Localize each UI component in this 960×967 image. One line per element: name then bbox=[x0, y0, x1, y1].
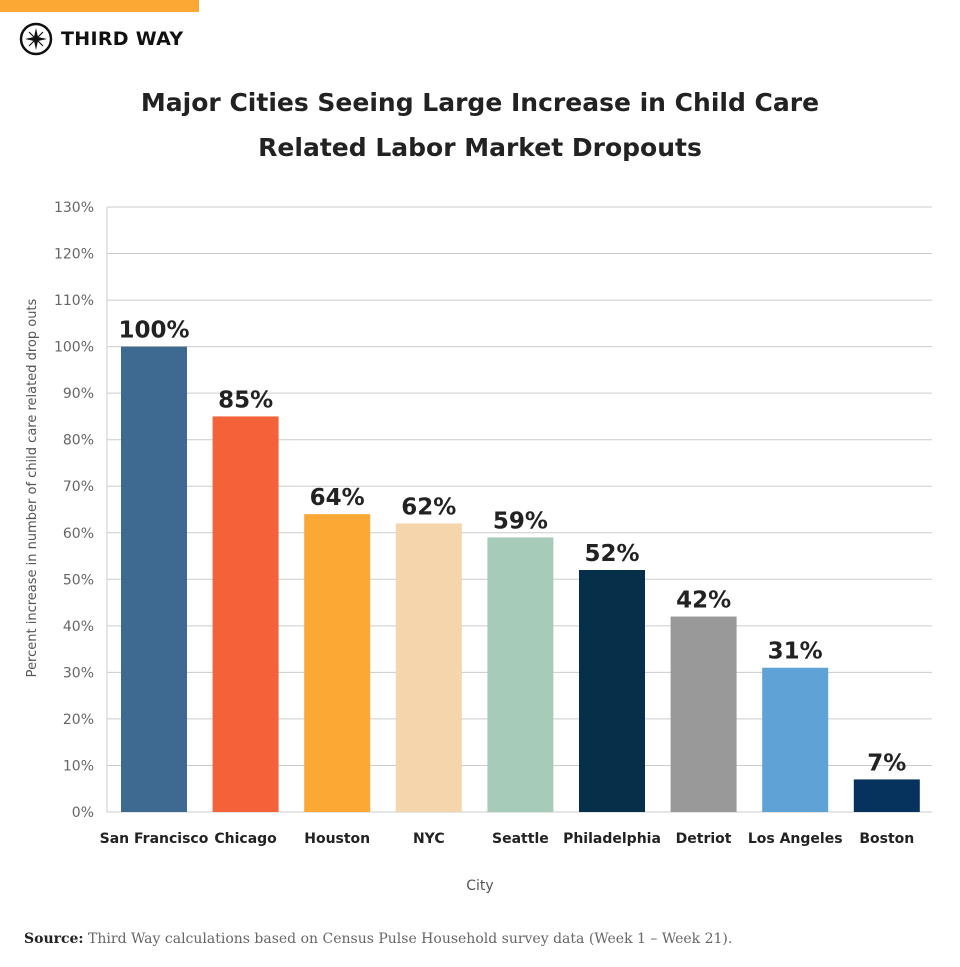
y-axis-label: Percent increase in number of child care… bbox=[25, 298, 40, 677]
y-tick-label: 70% bbox=[63, 479, 94, 495]
data-label: 52% bbox=[584, 541, 639, 567]
y-tick-label: 120% bbox=[54, 247, 94, 263]
y-tick-label: 110% bbox=[54, 293, 94, 309]
x-tick-label: Seattle bbox=[492, 831, 549, 847]
brand-name: THIRD WAY bbox=[61, 28, 184, 50]
compass-icon bbox=[19, 22, 53, 56]
third-way-logo: THIRD WAY bbox=[19, 22, 183, 56]
data-label: 31% bbox=[768, 639, 823, 665]
y-tick-label: 80% bbox=[63, 433, 94, 449]
title-line-2: Related Labor Market Dropouts bbox=[258, 133, 702, 162]
y-tick-label: 90% bbox=[63, 386, 94, 402]
source-note: Source: Third Way calculations based on … bbox=[24, 931, 732, 947]
data-label: 62% bbox=[401, 494, 456, 520]
x-tick-label: Houston bbox=[304, 831, 370, 847]
data-label: 42% bbox=[676, 588, 731, 614]
y-tick-label: 20% bbox=[63, 712, 94, 728]
x-tick-label: Detriot bbox=[676, 831, 732, 847]
bar-seattle bbox=[487, 537, 554, 812]
source-label: Source: bbox=[24, 931, 84, 947]
data-label: 100% bbox=[118, 318, 189, 344]
data-label: 85% bbox=[218, 387, 273, 413]
chart-title: Major Cities Seeing Large Increase in Ch… bbox=[0, 80, 960, 170]
x-axis-label: City bbox=[466, 878, 493, 894]
data-label: 7% bbox=[867, 750, 906, 776]
x-tick-label: NYC bbox=[413, 831, 445, 847]
y-tick-label: 50% bbox=[63, 572, 94, 588]
data-label: 64% bbox=[310, 485, 365, 511]
x-tick-label: Boston bbox=[859, 831, 914, 847]
source-text: Third Way calculations based on Census P… bbox=[83, 931, 733, 947]
x-tick-label: Chicago bbox=[214, 831, 277, 847]
bar-nyc bbox=[395, 523, 462, 812]
bar-san-francisco bbox=[121, 346, 187, 812]
x-tick-label: San Francisco bbox=[100, 831, 209, 847]
bar-chicago bbox=[212, 416, 279, 812]
y-tick-label: 130% bbox=[54, 200, 94, 216]
x-tick-label: Los Angeles bbox=[748, 831, 843, 847]
bar-detriot bbox=[670, 616, 737, 812]
y-tick-label: 0% bbox=[72, 805, 94, 821]
y-tick-label: 60% bbox=[63, 526, 94, 542]
bar-philadelphia bbox=[579, 570, 645, 812]
accent-bar bbox=[0, 0, 199, 12]
bar-boston bbox=[853, 779, 920, 812]
bar-los-angeles bbox=[762, 667, 829, 812]
x-tick-label: Philadelphia bbox=[563, 831, 661, 847]
y-tick-label: 30% bbox=[63, 665, 94, 681]
data-label: 59% bbox=[493, 508, 548, 534]
y-tick-label: 40% bbox=[63, 619, 94, 635]
title-line-1: Major Cities Seeing Large Increase in Ch… bbox=[140, 88, 820, 117]
bar-houston bbox=[304, 514, 371, 812]
y-tick-label: 100% bbox=[54, 340, 94, 356]
y-tick-label: 10% bbox=[63, 758, 94, 774]
